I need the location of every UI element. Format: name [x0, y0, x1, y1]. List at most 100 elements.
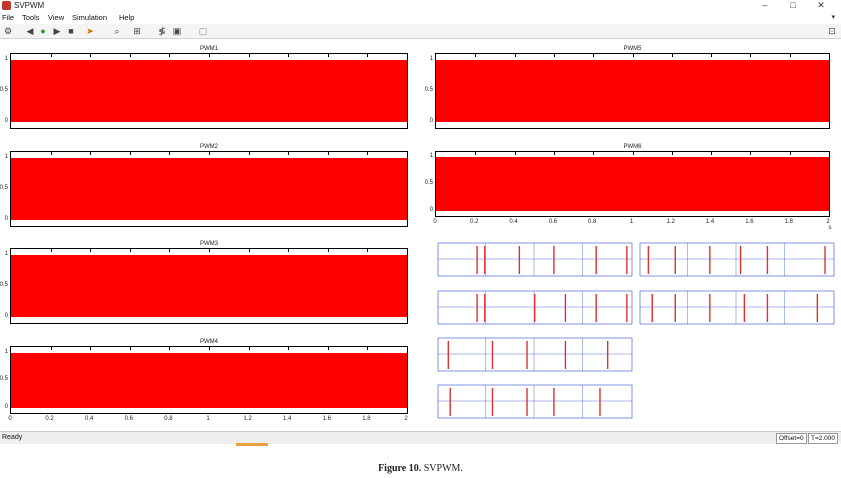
panel-title: PWM6 — [623, 144, 642, 150]
thumbnail-pulse — [553, 388, 555, 416]
zoom-icon[interactable]: ⌕ — [114, 26, 120, 36]
x-tick-label: 0.2 — [45, 416, 54, 422]
x-tick-label: 1.2 — [666, 219, 675, 225]
undock-icon[interactable]: ⊡ — [828, 26, 836, 36]
pwm-signal — [11, 158, 407, 220]
x-tick-label: 1.6 — [322, 416, 331, 422]
x-tick-mark — [593, 152, 595, 155]
thumbnail-pulse — [816, 294, 819, 322]
panel-axes — [10, 248, 408, 324]
y-tick-label: 1 — [429, 153, 433, 160]
x-tick-label: 0 — [433, 219, 437, 225]
panel-axes — [435, 53, 830, 129]
menu-file[interactable]: File — [2, 13, 15, 22]
x-tick-mark — [327, 152, 329, 155]
x-tick-mark — [90, 152, 92, 155]
panel-title: PWM1 — [200, 46, 218, 52]
x-tick-mark — [475, 54, 477, 57]
thumbnail-pulse — [599, 388, 601, 416]
scope-panel-pwm5[interactable]: PWM5 1 0.5 0 — [425, 45, 830, 129]
x-tick-mark — [169, 249, 171, 252]
menu-chevron-icon[interactable]: ▾ — [831, 14, 835, 21]
x-tick-mark — [129, 347, 131, 350]
x-tick-mark — [90, 249, 92, 252]
pwm-signal — [11, 255, 407, 317]
thumbnail-pulse — [824, 246, 826, 274]
run-icon[interactable]: ● — [40, 26, 46, 36]
y-tick-label: 1 — [4, 154, 8, 161]
thumbnail-scope[interactable] — [437, 238, 633, 278]
menu-help[interactable]: Help — [119, 13, 135, 22]
y-tick-label: 0 — [4, 215, 8, 222]
highlight-icon[interactable]: ➤ — [86, 26, 94, 36]
x-tick-mark — [367, 347, 369, 350]
y-tick-label: 0.5 — [424, 87, 433, 93]
x-tick-mark — [129, 152, 131, 155]
x-tick-mark — [50, 54, 52, 57]
scope-panel-pwm2[interactable]: PWM2 1 0.5 0 — [0, 143, 408, 227]
legend-icon[interactable]: ▣ — [172, 26, 182, 36]
pwm-signal — [436, 60, 829, 122]
status-ready: Ready — [2, 434, 23, 441]
x-tick-mark — [327, 347, 329, 350]
thumbnail-pulse — [674, 294, 676, 322]
stop-icon[interactable]: ■ — [68, 26, 74, 36]
thumbnail-pulse — [766, 246, 769, 274]
x-tick-mark — [248, 54, 250, 57]
scope-panel-pwm3[interactable]: PWM3 1 0.5 0 — [0, 240, 408, 324]
thumbnail-scope[interactable] — [437, 333, 633, 373]
thumbnail-pulse — [709, 294, 711, 322]
x-tick-mark — [248, 152, 250, 155]
x-tick-mark — [90, 54, 92, 57]
thumbnail-pulse — [449, 388, 451, 416]
thumbnail-pulse — [491, 341, 494, 369]
x-tick-mark — [209, 54, 210, 57]
menu-simulation[interactable]: Simulation — [72, 13, 108, 22]
scope-panel-pwm6[interactable]: PWM6 1 0.5 0 0 0.2 0.4 0.6 0.8 1 1.2 1.4 1.6 1.8 2 s — [425, 143, 832, 231]
fit-icon[interactable]: ⊞ — [133, 26, 141, 36]
x-tick-mark — [367, 54, 369, 57]
menu-view[interactable]: View — [48, 13, 65, 22]
thumbnail-scope[interactable] — [437, 286, 633, 326]
maximize-button[interactable]: □ — [790, 0, 796, 10]
step-forward-icon[interactable]: ▶ — [53, 26, 61, 36]
x-tick-mark — [750, 152, 752, 155]
scale-icon[interactable]: ≸ — [158, 26, 166, 36]
y-tick-label: 0 — [429, 206, 433, 213]
x-tick-label: 0.6 — [124, 416, 133, 422]
x-tick-mark — [711, 54, 713, 57]
scope-panel-pwm4[interactable]: PWM4 1 0.5 0 0 0.2 0.4 0.6 0.8 1 1.2 1.4 1.6 1.8 2 — [0, 338, 408, 422]
app-icon — [2, 1, 11, 10]
minimize-button[interactable]: – — [762, 0, 768, 10]
x-tick-mark — [209, 347, 210, 350]
thumbnail-scope[interactable] — [639, 238, 835, 278]
thumbnail-scope[interactable] — [639, 286, 835, 326]
y-tick-label: 1 — [4, 348, 8, 355]
thumbnail-pulse — [534, 294, 536, 322]
thumbnail-frame — [639, 290, 835, 325]
thumbnail-pulse — [626, 246, 628, 274]
gear-icon[interactable]: ⚙ — [3, 26, 13, 36]
x-tick-label: 1 — [206, 416, 210, 422]
menu-tools[interactable]: Tools — [22, 13, 40, 22]
step-back-icon[interactable]: ◀ — [26, 26, 34, 36]
close-button[interactable]: ✕ — [817, 0, 825, 10]
y-tick-label: 0 — [4, 403, 8, 410]
x-tick-mark — [50, 347, 52, 350]
scope-panel-pwm1[interactable]: PWM1 1 0.5 0 — [0, 45, 408, 129]
x-tick-mark — [553, 152, 555, 155]
parameters-icon[interactable]: ▢ — [198, 26, 208, 36]
thumbnail-pulse — [447, 341, 449, 369]
x-tick-mark — [632, 152, 634, 155]
x-tick-mark — [367, 152, 369, 155]
figure-caption: Figure 10. SVPWM. — [0, 462, 841, 476]
panel-axes — [10, 151, 408, 227]
thumbnail-pulse — [606, 341, 609, 369]
window-title: SVPWM — [14, 1, 45, 10]
thumbnail-scope[interactable] — [437, 380, 633, 420]
panel-title: PWM3 — [200, 241, 218, 247]
thumbnail-pulse — [491, 388, 494, 416]
x-tick-mark — [129, 249, 131, 252]
y-tick-label: 0.5 — [0, 282, 8, 288]
x-tick-mark — [367, 249, 369, 252]
